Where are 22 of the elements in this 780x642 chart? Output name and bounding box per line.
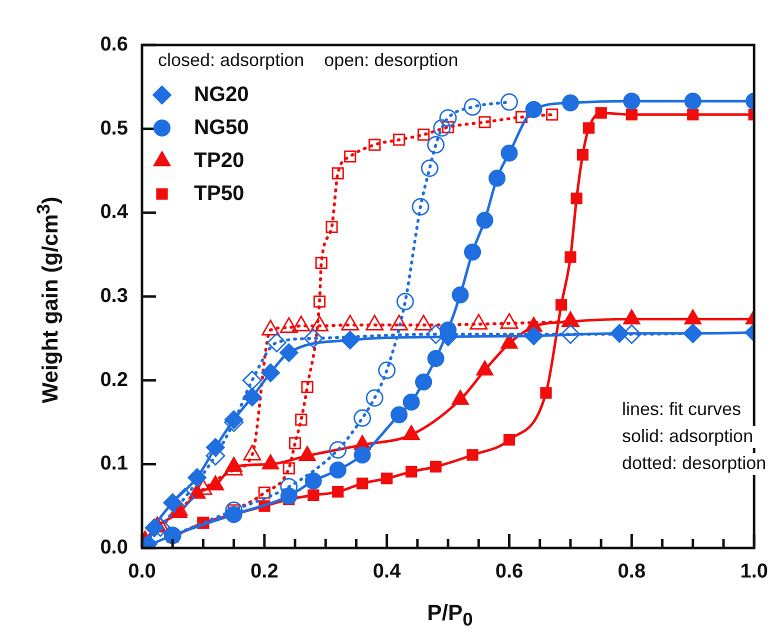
legend-label: NG50 [194,116,249,139]
annotation: lines: fit curves [622,398,742,419]
annotation: solid: adsorption [622,426,754,446]
y-tick-label: 0.5 [100,117,128,140]
x-tick-label: 0.4 [372,560,402,583]
y-tick-label: 0.0 [100,536,128,559]
y-tick-label: 0.4 [100,201,129,224]
annotation: closed: adsorption open: desorption [158,50,458,70]
x-tick-label: 0.0 [128,560,156,583]
legend-label: NG20 [194,82,249,106]
legend-label: TP50 [194,182,244,205]
legend-label: TP20 [194,148,244,172]
x-axis-title: P/P$_{0}$ [427,600,473,630]
y-tick-label: 0.2 [100,368,128,391]
y-tick-label: 0.1 [100,452,128,475]
y-tick-label: 0.6 [100,34,128,56]
x-tick-label: 0.6 [495,560,524,583]
y-tick-label: 0.3 [100,285,128,308]
x-tick-label: 1.0 [740,560,768,583]
annotation: dotted: desorption [622,452,766,473]
x-tick-label: 0.8 [618,560,646,583]
x-tick-label: 0.2 [250,560,278,583]
